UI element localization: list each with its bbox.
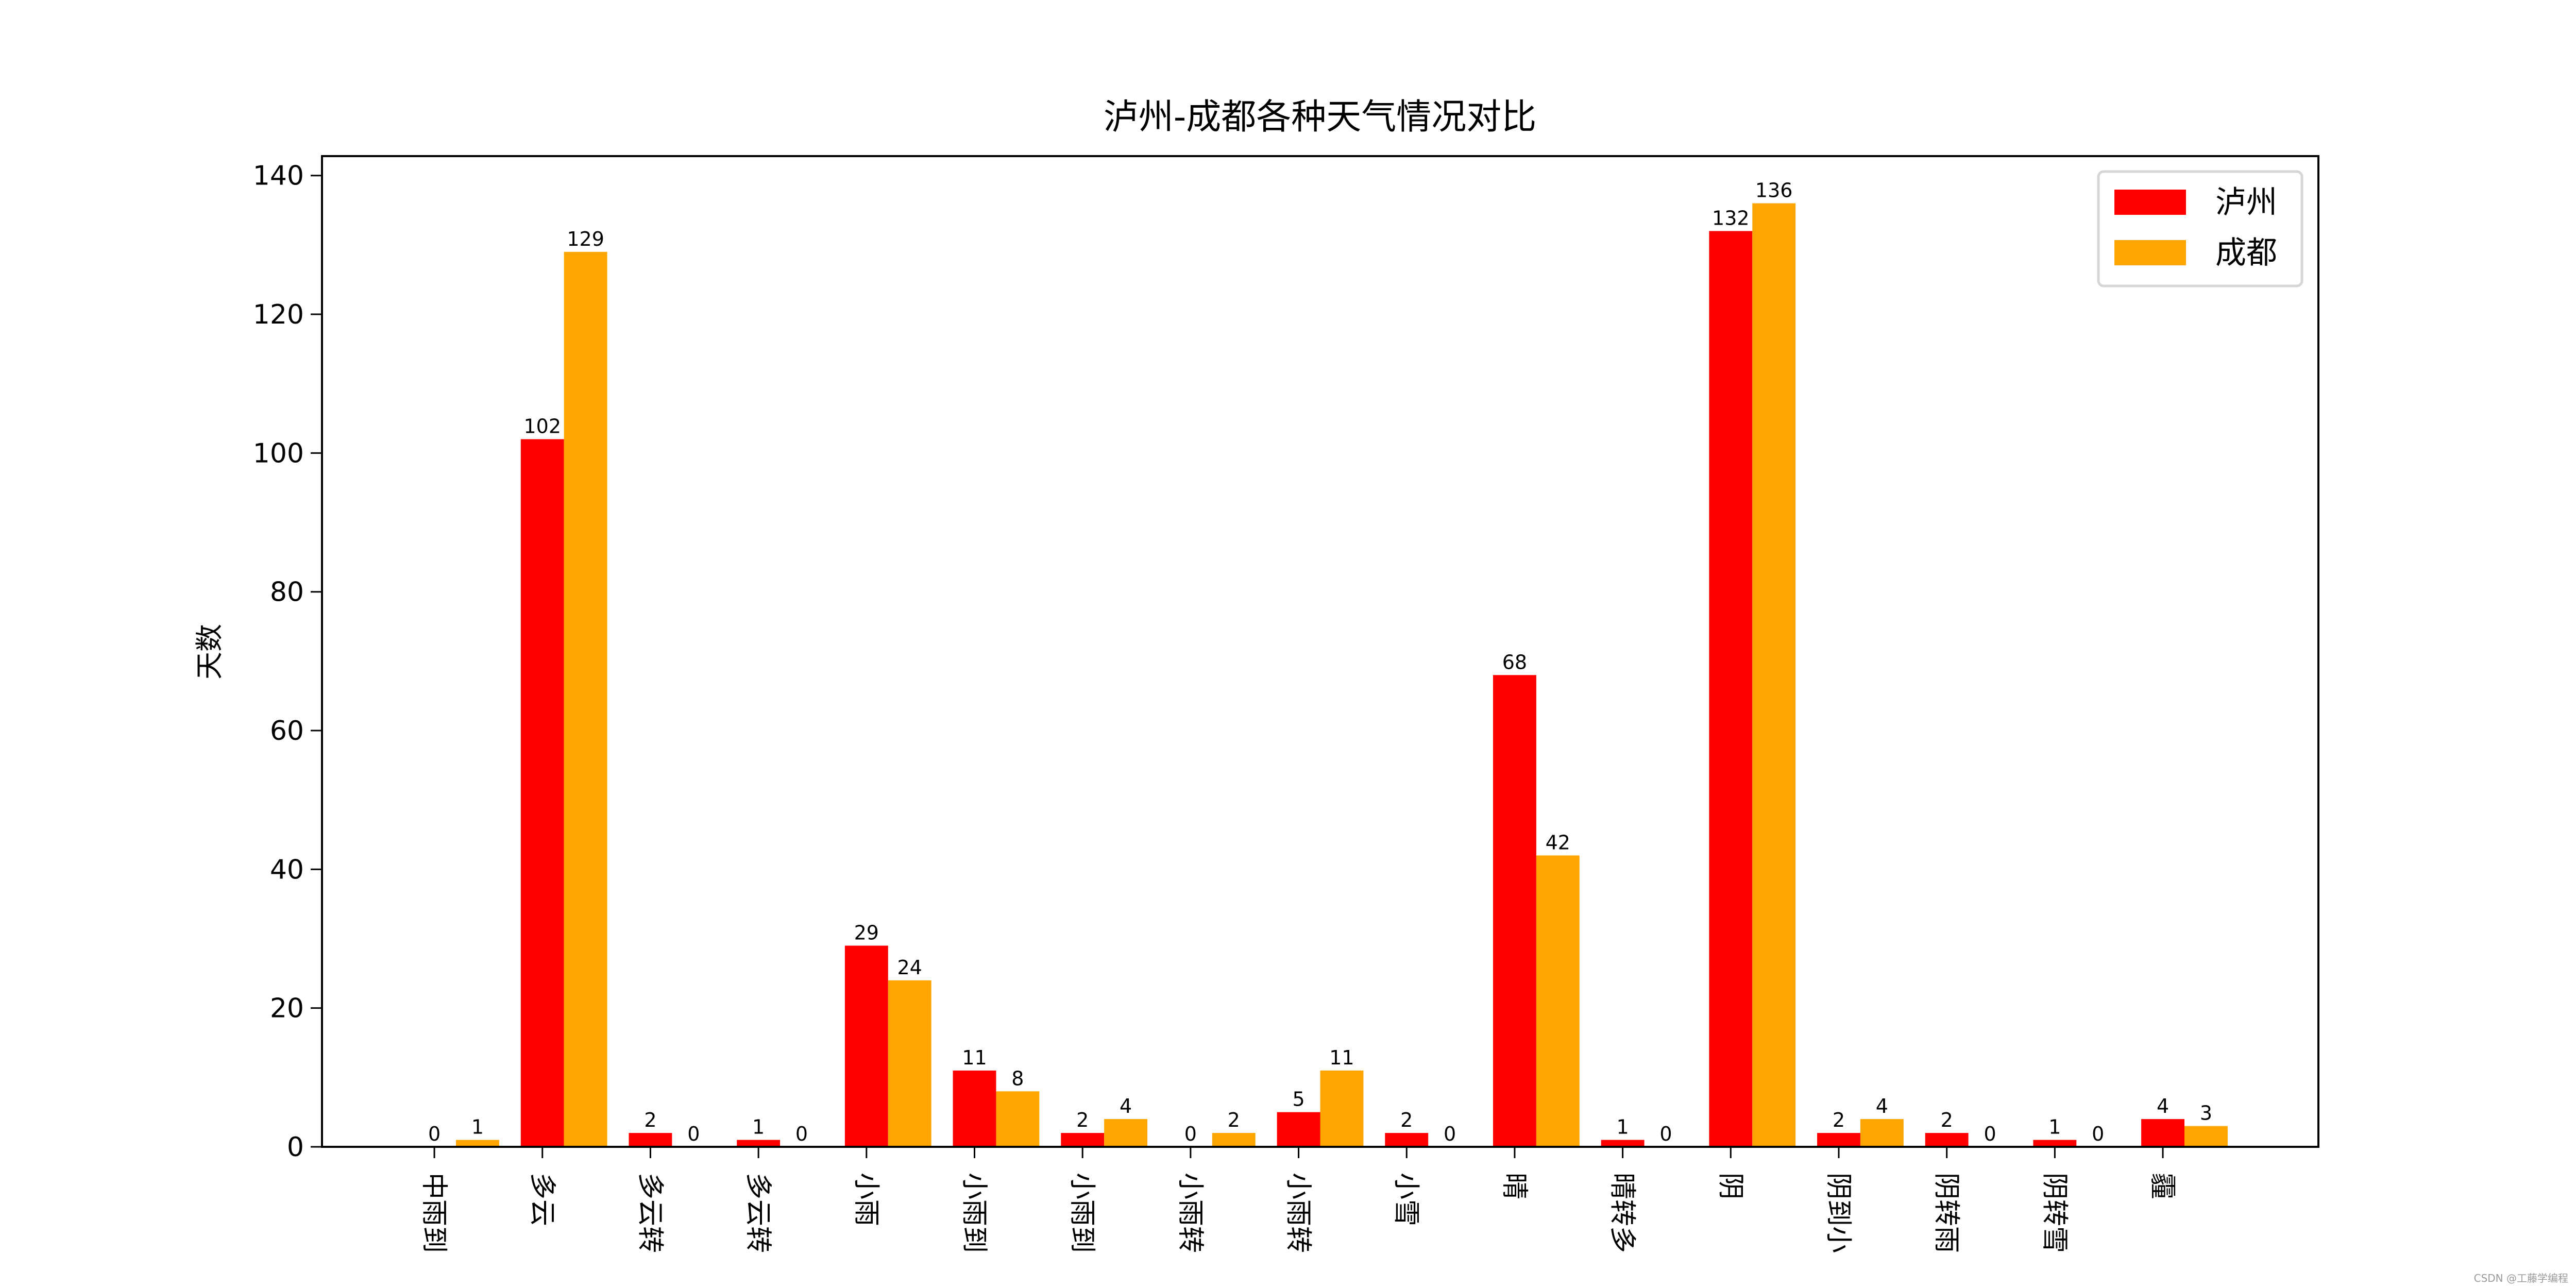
x-tick-label: 阴转雪 [2039,1173,2070,1253]
y-tick-label: 80 [270,577,304,608]
data-label: 11 [962,1046,987,1069]
x-tick-label: 多云 [527,1173,557,1226]
data-label: 0 [428,1123,440,1145]
bar-luzhou [1277,1112,1320,1147]
bar-luzhou [2141,1119,2184,1147]
bar-luzhou [1493,675,1536,1147]
data-label: 2 [1941,1109,1953,1131]
legend-label-chengdu: 成都 [2215,235,2277,271]
axes-frame [321,155,2319,1148]
x-tick-label: 小雨转 [1283,1173,1314,1253]
data-label: 2 [1228,1109,1240,1131]
data-label: 0 [1659,1123,1672,1145]
bar-chengdu [1536,855,1580,1147]
data-label: 0 [1184,1123,1197,1145]
legend-swatch-chengdu [2114,240,2186,265]
x-tick-label: 多云转 [634,1173,665,1253]
data-label: 11 [1329,1046,1354,1069]
y-tick-label: 140 [253,161,304,192]
bar-luzhou [520,439,564,1147]
y-tick-label: 0 [287,1132,304,1163]
bar-chengdu [1320,1070,1364,1147]
bar-luzhou [1925,1133,1969,1147]
data-label: 2 [1076,1109,1089,1131]
x-tick-label: 阴转雨 [1931,1173,1962,1253]
bar-luzhou [1385,1133,1429,1147]
x-tick-label: 中雨到 [418,1173,449,1253]
ticks-group: 中雨到 多云 多云转 多云转 小雨 小雨到 小雨到 小雨转 小雨转 小雪 晴 晴转多 阴 阴到小 阴转雨 阴转… [253,161,2178,1253]
data-label: 129 [567,228,604,250]
data-label: 1 [752,1116,765,1139]
bar-chengdu [996,1091,1040,1147]
legend: 泸州 成都 [2097,170,2303,287]
x-tick-label: 小雨到 [959,1173,990,1253]
data-label: 29 [854,921,879,944]
data-label: 42 [1546,831,1570,854]
watermark: CSDN @工藤学编程 [2474,1272,2568,1284]
data-label: 2 [644,1109,656,1131]
chart-title: 泸州-成都各种天气情况对比 [1104,97,1537,138]
data-label: 0 [1984,1123,1996,1145]
bar-chengdu [2184,1126,2228,1147]
data-label: 132 [1712,207,1750,229]
data-label: 1 [471,1116,484,1139]
bar-chengdu [1104,1119,1148,1147]
bar-luzhou [629,1133,672,1147]
bar-luzhou [1709,231,1753,1147]
x-tick-label: 多云转 [742,1173,773,1253]
bar-chengdu [1212,1133,1256,1147]
data-label: 0 [687,1123,700,1145]
data-label: 1 [1617,1116,1629,1139]
bar-luzhou [1061,1133,1105,1147]
bar-luzhou [2033,1140,2077,1147]
data-label: 68 [1502,651,1527,673]
x-tick-label: 晴转多 [1607,1173,1638,1253]
data-label: 8 [1011,1067,1024,1090]
data-label: 136 [1755,179,1793,202]
y-tick-label: 120 [253,299,304,330]
y-tick-label: 20 [270,993,304,1024]
y-tick-label: 40 [270,854,304,885]
legend-label-luzhou: 泸州 [2215,184,2277,221]
x-tick-label: 晴 [1499,1173,1530,1199]
data-label: 24 [897,956,922,979]
data-label: 0 [2092,1123,2104,1145]
data-label: 2 [1833,1109,1845,1131]
data-label: 4 [1876,1095,1888,1117]
y-tick-label: 100 [253,438,304,469]
legend-swatch-luzhou [2114,190,2186,215]
bar-luzhou [953,1070,996,1147]
x-tick-label: 小雪 [1391,1173,1421,1226]
data-label: 4 [1120,1095,1132,1117]
bar-chengdu [888,980,931,1147]
data-label: 1 [2048,1116,2061,1139]
bar-luzhou [844,945,888,1147]
x-tick-label: 霾 [2147,1173,2178,1199]
data-label: 5 [1292,1088,1304,1111]
data-label: 4 [2157,1095,2169,1117]
x-tick-label: 阴到小 [1823,1173,1854,1253]
bar-luzhou [1601,1140,1645,1147]
bar-luzhou [737,1140,781,1147]
bar-chengdu [1860,1119,1904,1147]
x-tick-label: 阴 [1715,1173,1745,1199]
data-label: 0 [1444,1123,1456,1145]
data-label: 0 [795,1123,808,1145]
data-label: 3 [2200,1102,2212,1125]
data-label: 2 [1400,1109,1413,1131]
bar-chengdu [456,1140,499,1147]
x-tick-label: 小雨 [851,1173,882,1226]
y-axis-label: 天数 [193,624,226,680]
data-label: 102 [523,415,561,437]
x-tick-label: 小雨到 [1066,1173,1097,1253]
bar-chengdu [1752,203,1796,1147]
bar-luzhou [1817,1133,1860,1147]
y-tick-label: 60 [270,716,304,747]
x-tick-label: 小雨转 [1175,1173,1206,1253]
bar-chengdu [564,251,607,1147]
